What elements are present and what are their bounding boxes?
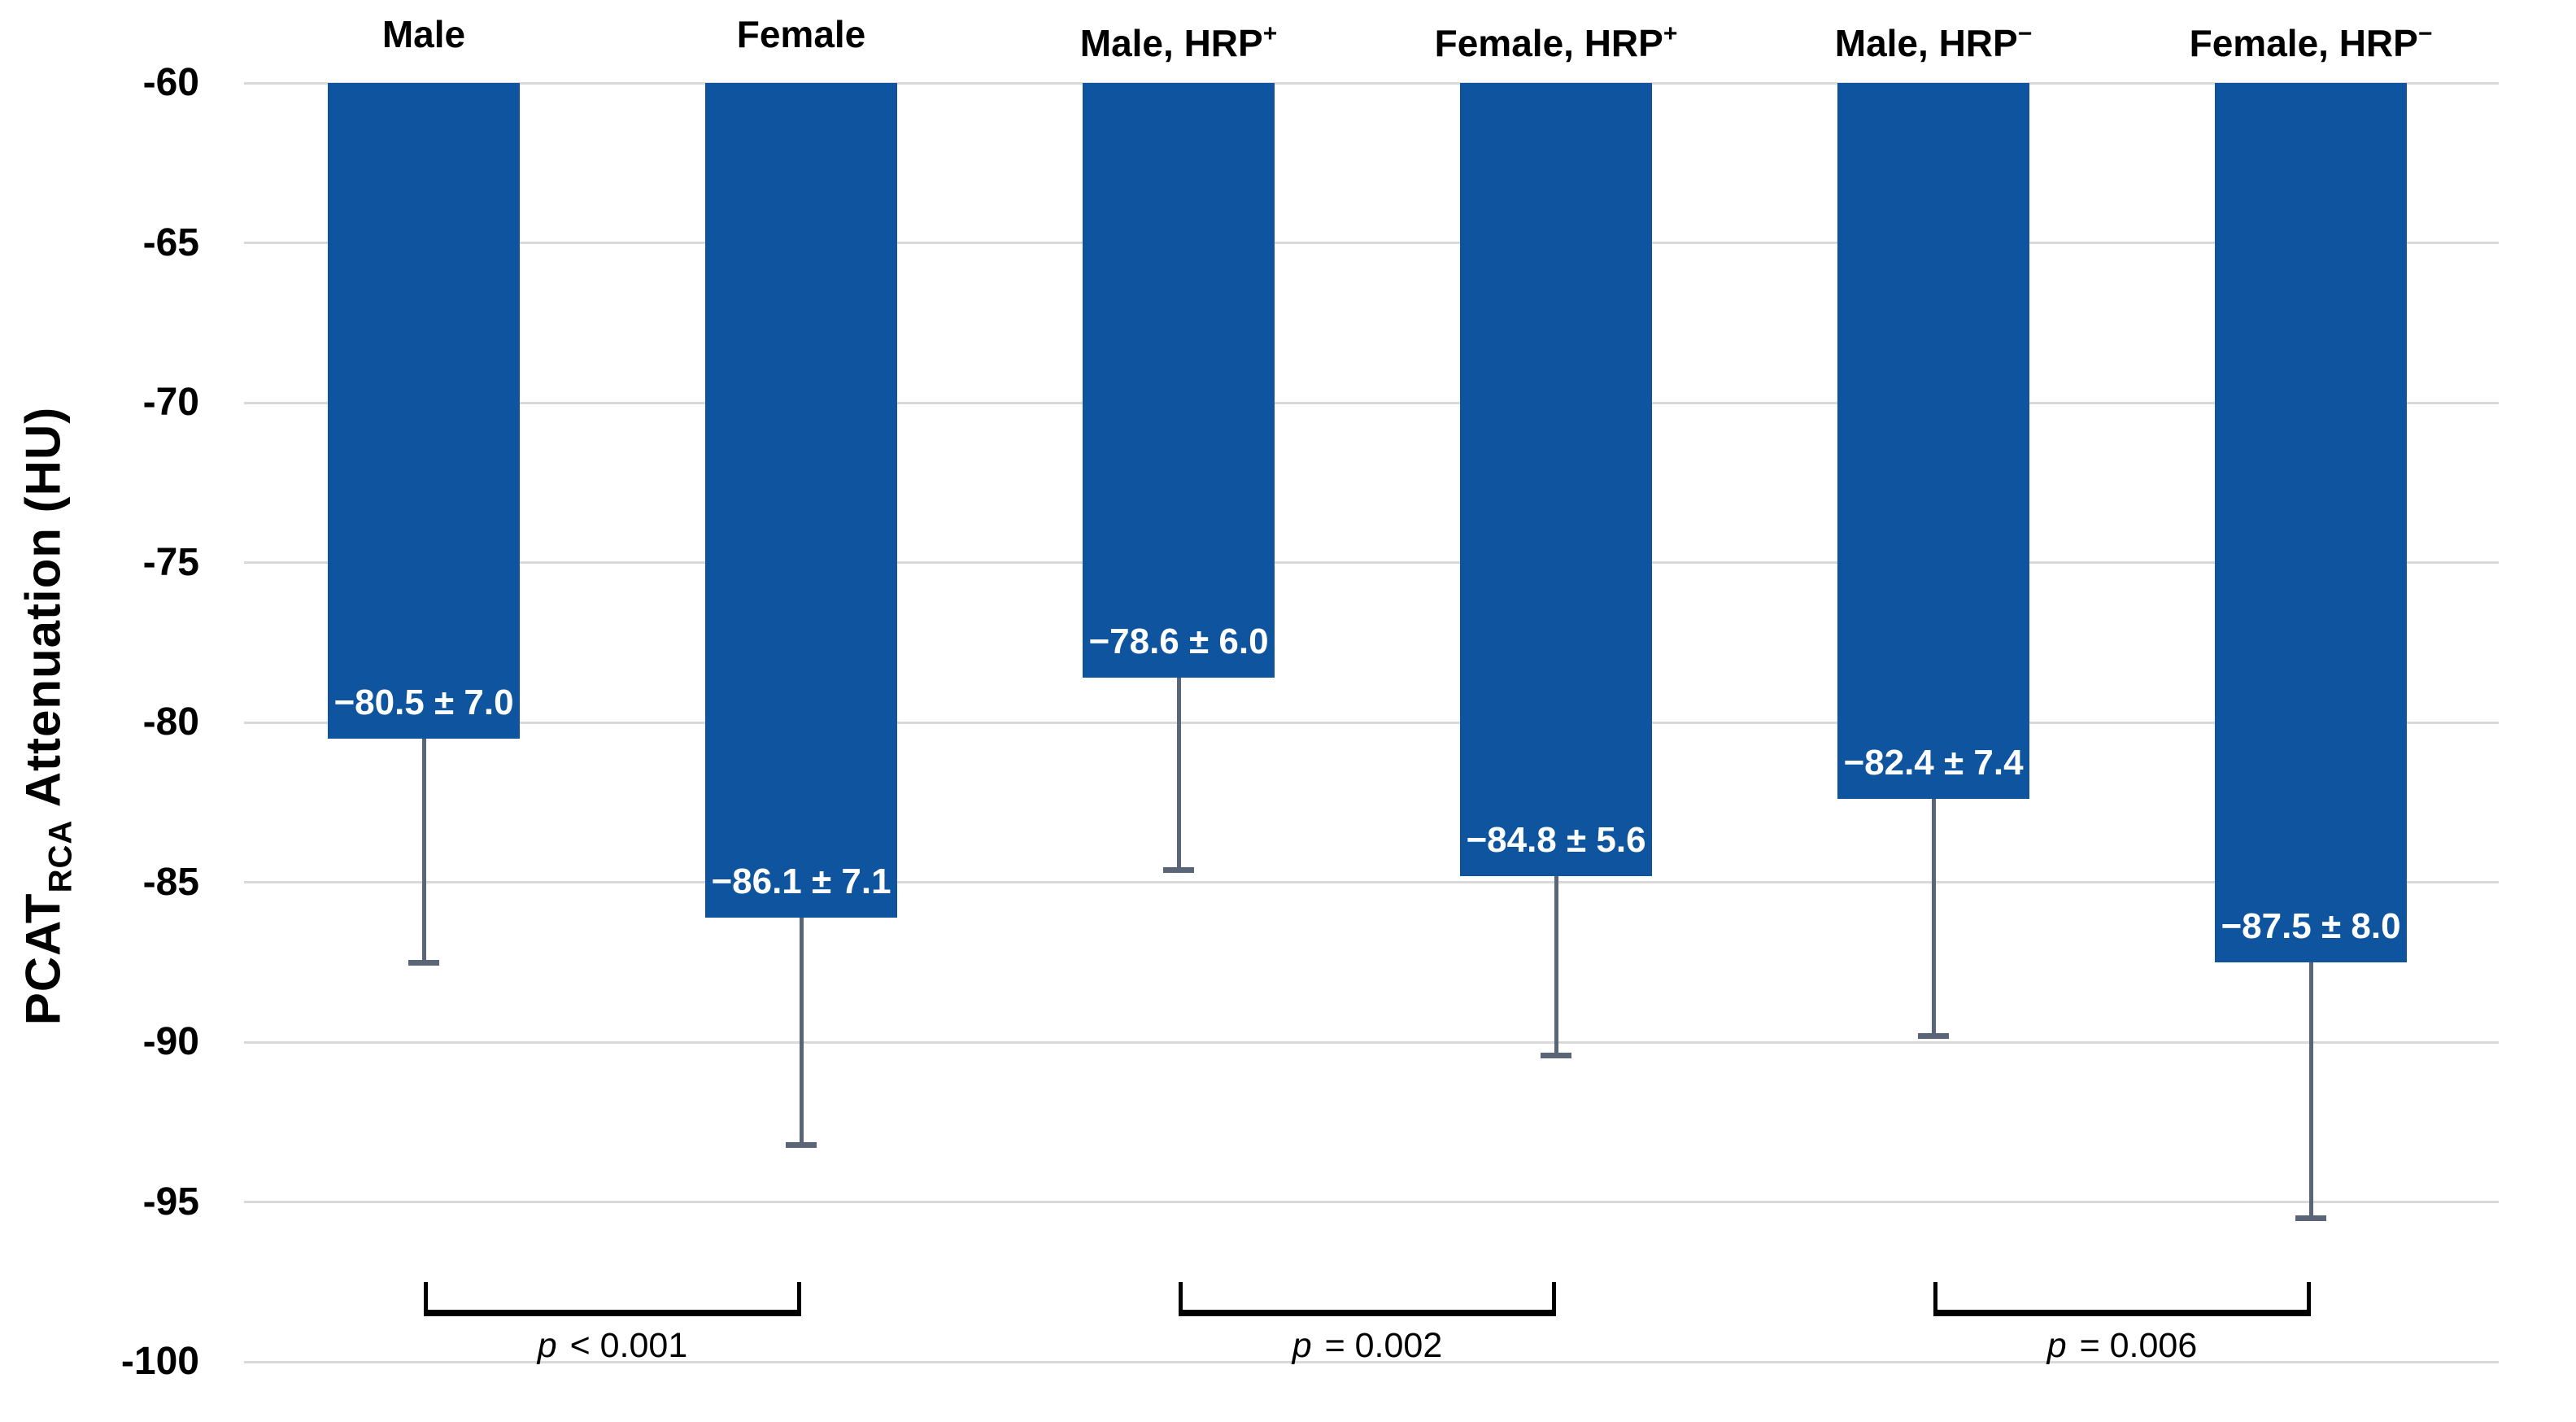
bar xyxy=(705,83,897,918)
error-bar-line xyxy=(1176,677,1181,870)
gridline xyxy=(244,1201,2499,1203)
gridline xyxy=(244,401,2499,404)
error-bar-line xyxy=(1931,799,1936,1036)
y-tick-label: -60 xyxy=(142,61,199,104)
gridline xyxy=(244,81,2499,85)
significance-bracket-tick xyxy=(1552,1282,1556,1316)
error-bar-cap xyxy=(1163,866,1194,873)
p-value-label: p = 0.006 xyxy=(2046,1326,2198,1365)
gridline xyxy=(244,561,2499,564)
gridline xyxy=(244,1040,2499,1044)
y-tick-label: -65 xyxy=(142,220,199,264)
y-tick-label: -100 xyxy=(120,1340,199,1383)
significance-bracket-bar xyxy=(1179,1310,1556,1316)
gridline xyxy=(244,721,2499,724)
y-tick-label: -95 xyxy=(142,1180,199,1224)
bar xyxy=(1837,83,2029,800)
significance-bracket-tick xyxy=(1179,1282,1183,1316)
p-value-label: p < 0.001 xyxy=(537,1326,688,1365)
bar xyxy=(1083,83,1275,678)
bar-value-label: −84.8 ± 5.6 xyxy=(1466,819,1646,860)
category-label: Female xyxy=(736,13,866,55)
category-label: Male xyxy=(381,13,466,55)
error-bar-cap xyxy=(786,1141,817,1148)
significance-bracket-tick xyxy=(797,1282,801,1316)
significance-bracket-tick xyxy=(424,1282,428,1316)
error-bar-cap xyxy=(408,959,439,966)
category-label: Female, HRP− xyxy=(2189,20,2433,64)
y-tick-label: -80 xyxy=(142,700,199,744)
error-bar-cap xyxy=(2295,1215,2326,1222)
gridline xyxy=(244,1360,2499,1363)
y-tick-label: -75 xyxy=(142,540,199,584)
significance-bracket-bar xyxy=(1933,1310,2311,1316)
bar xyxy=(328,83,520,739)
error-bar-line xyxy=(421,738,426,962)
y-tick-label: -90 xyxy=(142,1020,199,1063)
error-bar-cap xyxy=(1918,1033,1949,1040)
significance-bracket-bar xyxy=(424,1310,801,1316)
error-bar-line xyxy=(799,917,804,1145)
error-bar-line xyxy=(2308,962,2313,1219)
category-label: Female, HRP+ xyxy=(1434,20,1678,64)
y-axis-title-rest: Attenuation (HU) xyxy=(15,406,71,820)
bar xyxy=(2215,83,2407,962)
gridline xyxy=(244,242,2499,244)
category-label: Male, HRP+ xyxy=(1079,20,1278,64)
bar-value-label: −87.5 ± 8.0 xyxy=(2221,905,2401,946)
significance-bracket-tick xyxy=(1933,1282,1937,1316)
y-tick-label: -70 xyxy=(142,381,199,424)
bar-value-label: −78.6 ± 6.0 xyxy=(1088,621,1269,661)
significance-bracket-tick xyxy=(2307,1282,2311,1316)
y-tick-label: -85 xyxy=(142,860,199,904)
category-label: Male, HRP− xyxy=(1834,20,2033,64)
bar xyxy=(1460,83,1652,876)
bar-value-label: −80.5 ± 7.0 xyxy=(333,682,514,722)
gridline xyxy=(244,881,2499,883)
p-value-label: p = 0.002 xyxy=(1292,1326,1443,1365)
error-bar-cap xyxy=(1541,1052,1571,1058)
error-bar-line xyxy=(1554,875,1558,1055)
bar-value-label: −86.1 ± 7.1 xyxy=(711,861,891,901)
bar-value-label: −82.4 ± 7.4 xyxy=(1843,743,2024,783)
y-axis-title-main: PCAT xyxy=(15,892,71,1026)
